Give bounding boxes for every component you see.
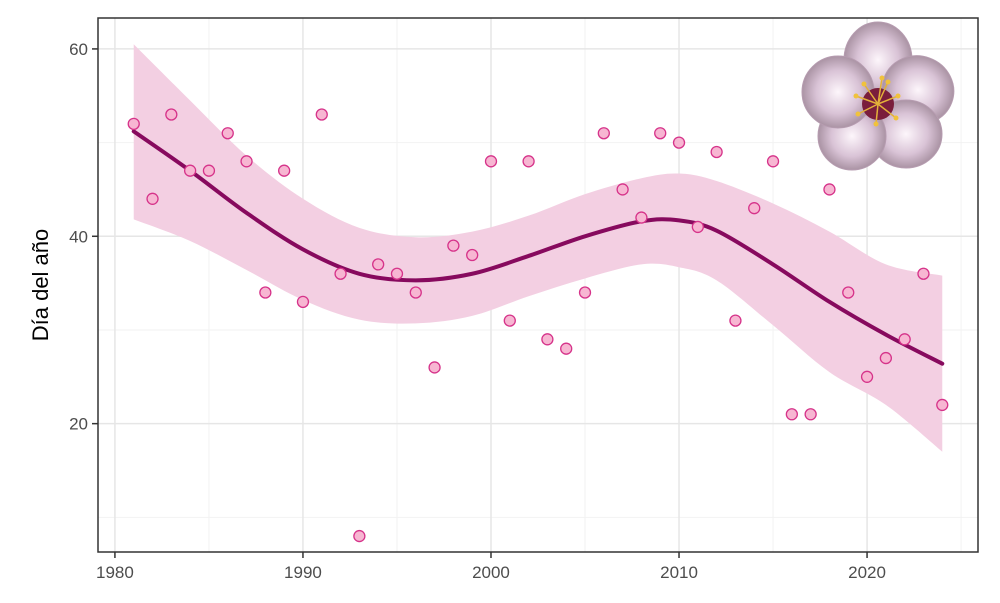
data-point <box>635 211 648 224</box>
plot-panel <box>97 17 979 553</box>
data-point <box>804 408 817 421</box>
data-point <box>560 342 573 355</box>
panel-border <box>97 17 979 553</box>
data-point <box>898 333 911 346</box>
data-point <box>597 127 610 140</box>
data-point <box>522 155 535 168</box>
data-point <box>127 117 140 131</box>
data-point <box>541 333 554 346</box>
y-axis: 20 40 60 <box>69 40 98 434</box>
almond-blossom-image <box>801 21 955 171</box>
x-tick-label: 2010 <box>660 563 698 582</box>
data-point <box>409 286 422 299</box>
trend-line <box>131 129 945 366</box>
data-point <box>766 155 780 168</box>
data-point <box>221 127 234 140</box>
data-point <box>785 408 798 421</box>
data-points <box>127 108 949 543</box>
data-point <box>936 398 949 412</box>
data-point <box>296 295 310 309</box>
data-point <box>842 286 855 299</box>
y-axis-title: Día del año <box>28 229 53 342</box>
data-point <box>503 314 516 327</box>
x-tick-label: 1980 <box>96 563 134 582</box>
data-point <box>729 314 742 327</box>
data-point <box>372 258 385 271</box>
data-point <box>315 108 328 121</box>
data-point <box>165 108 178 121</box>
data-point <box>879 351 893 365</box>
data-point <box>390 267 404 280</box>
data-point <box>466 248 479 262</box>
x-tick-label: 1990 <box>284 563 322 582</box>
data-point <box>748 202 761 215</box>
y-tick-label: 40 <box>69 227 88 246</box>
confidence-band <box>133 44 943 452</box>
data-point <box>447 239 460 252</box>
x-axis: 1980 1990 2000 2010 2020 <box>96 552 886 582</box>
x-tick-label: 2000 <box>472 563 510 582</box>
data-point <box>654 127 667 140</box>
data-point <box>616 183 629 196</box>
y-tick-label: 60 <box>69 40 88 59</box>
data-point <box>428 361 441 374</box>
data-point <box>860 370 874 383</box>
data-point <box>578 286 592 299</box>
data-point <box>917 267 930 280</box>
data-point <box>202 164 216 177</box>
data-point <box>259 286 272 299</box>
anthers <box>853 75 901 127</box>
petals <box>801 21 955 171</box>
data-point <box>278 164 291 177</box>
x-tick-label: 2020 <box>848 563 886 582</box>
data-point <box>353 529 366 543</box>
data-point <box>672 136 686 149</box>
y-tick-label: 20 <box>69 415 88 434</box>
data-point <box>484 155 498 168</box>
data-point <box>710 145 723 159</box>
data-point <box>146 192 159 205</box>
stamens <box>855 77 899 125</box>
data-point <box>183 164 197 177</box>
data-point <box>691 220 704 234</box>
data-point <box>240 155 253 168</box>
data-point <box>823 183 836 196</box>
data-point <box>334 267 347 280</box>
